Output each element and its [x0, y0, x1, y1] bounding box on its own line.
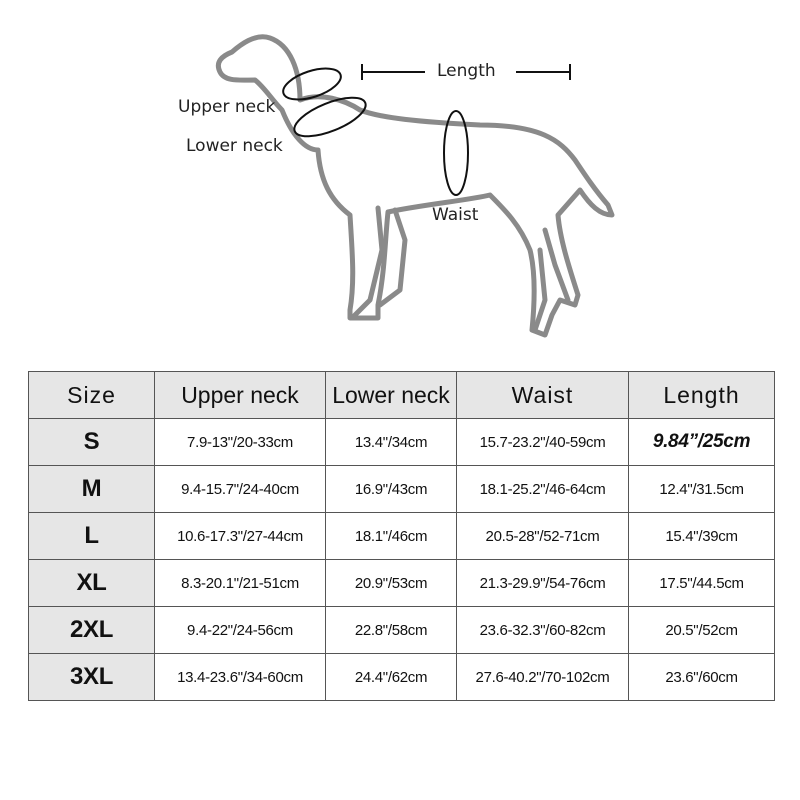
cell-length: 20.5"/52cm — [628, 606, 775, 654]
header-waist: Waist — [456, 371, 629, 419]
cell-upper-neck: 10.6-17.3"/27-44cm — [154, 512, 326, 560]
cell-lower-neck: 22.8"/58cm — [325, 606, 457, 654]
header-lower-neck: Lower neck — [325, 371, 457, 419]
length-label: Length — [437, 61, 496, 81]
cell-waist: 23.6-32.3"/60-82cm — [456, 606, 629, 654]
dog-outline-icon — [215, 34, 615, 338]
cell-length: 23.6"/60cm — [628, 653, 775, 701]
cell-waist: 21.3-29.9"/54-76cm — [456, 559, 629, 607]
cell-length: 15.4"/39cm — [628, 512, 775, 560]
cell-length: 12.4"/31.5cm — [628, 465, 775, 513]
cell-upper-neck: 7.9-13"/20-33cm — [154, 418, 326, 466]
cell-upper-neck: 9.4-22"/24-56cm — [154, 606, 326, 654]
dog-measurement-diagram: Upper neck Lower neck Length Waist — [0, 0, 800, 350]
cell-waist: 20.5-28"/52-71cm — [456, 512, 629, 560]
cell-lower-neck: 24.4"/62cm — [325, 653, 457, 701]
cell-lower-neck: 18.1"/46cm — [325, 512, 457, 560]
cell-size: XL — [28, 559, 155, 607]
cell-length: 9.84”/25cm — [628, 418, 775, 466]
table-row: XL 8.3-20.1"/21-51cm 20.9"/53cm 21.3-29.9"/… — [28, 559, 775, 607]
table-row: L 10.6-17.3"/27-44cm 18.1"/46cm 20.5-28"/52… — [28, 512, 775, 560]
table-header-row: Size Upper neck Lower neck Waist Length — [28, 371, 775, 419]
cell-lower-neck: 20.9"/53cm — [325, 559, 457, 607]
table-row: 3XL 13.4-23.6"/34-60cm 24.4"/62cm 27.6-40.2… — [28, 653, 775, 701]
cell-waist: 15.7-23.2"/40-59cm — [456, 418, 629, 466]
cell-size: L — [28, 512, 155, 560]
waist-label: Waist — [432, 205, 479, 225]
cell-size: M — [28, 465, 155, 513]
cell-lower-neck: 16.9"/43cm — [325, 465, 457, 513]
upper-neck-label: Upper neck — [178, 97, 276, 117]
header-length: Length — [628, 371, 775, 419]
table-row: 2XL 9.4-22"/24-56cm 22.8"/58cm 23.6-32.3"/6… — [28, 606, 775, 654]
cell-length: 17.5"/44.5cm — [628, 559, 775, 607]
cell-size: S — [28, 418, 155, 466]
header-upper-neck: Upper neck — [154, 371, 326, 419]
cell-waist: 27.6-40.2"/70-102cm — [456, 653, 629, 701]
lower-neck-label: Lower neck — [186, 136, 283, 156]
cell-size: 2XL — [28, 606, 155, 654]
cell-lower-neck: 13.4"/34cm — [325, 418, 457, 466]
cell-size: 3XL — [28, 653, 155, 701]
cell-upper-neck: 8.3-20.1"/21-51cm — [154, 559, 326, 607]
size-chart-table: Size Upper neck Lower neck Waist Length … — [28, 371, 775, 701]
cell-upper-neck: 9.4-15.7"/24-40cm — [154, 465, 326, 513]
cell-upper-neck: 13.4-23.6"/34-60cm — [154, 653, 326, 701]
table-row: S 7.9-13"/20-33cm 13.4"/34cm 15.7-23.2"/40-… — [28, 418, 775, 466]
header-size: Size — [28, 371, 155, 419]
table-row: M 9.4-15.7"/24-40cm 16.9"/43cm 18.1-25.2"/4… — [28, 465, 775, 513]
cell-waist: 18.1-25.2"/46-64cm — [456, 465, 629, 513]
